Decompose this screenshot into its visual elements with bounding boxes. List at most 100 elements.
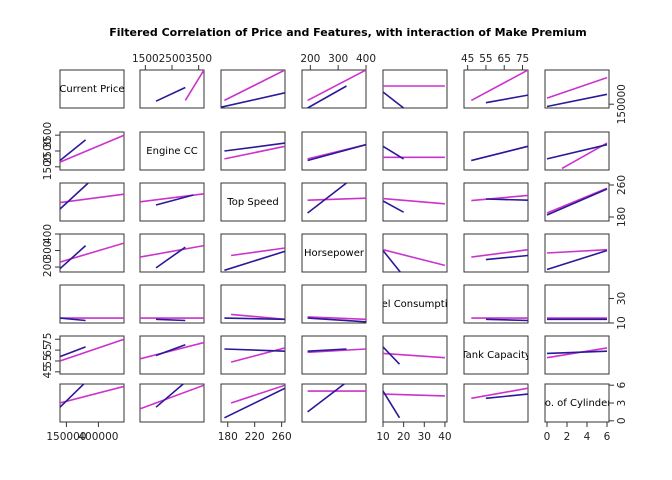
panel-0-4 <box>382 69 448 109</box>
panel-1-0 <box>59 131 125 171</box>
fit-line-series-1 <box>155 194 194 206</box>
y-tick-label: 0 <box>616 417 628 424</box>
panel-2-3 <box>301 182 367 222</box>
fit-line-series-1 <box>155 384 185 408</box>
y-tick-label: 45 <box>42 365 54 378</box>
panel-frame <box>544 182 610 222</box>
fit-line-series-1 <box>60 183 89 210</box>
panel-frame <box>544 335 610 375</box>
fit-line-series-1 <box>224 348 285 352</box>
fit-line-series-1 <box>485 254 528 261</box>
fit-line-series-1 <box>307 384 346 413</box>
y-tick-label: 55 <box>42 354 54 367</box>
fit-line-series-1 <box>60 245 87 270</box>
panel-frame <box>139 182 205 222</box>
fit-line-series-0 <box>546 248 608 254</box>
fit-line-series-1 <box>155 246 186 269</box>
fit-line-series-1 <box>485 318 528 322</box>
panel-6-2 <box>220 383 286 423</box>
x-tick-label: 400 <box>356 53 376 65</box>
panel-5-6 <box>544 335 610 375</box>
panel-frame <box>220 69 286 109</box>
y-tick-label: 150000 <box>616 84 628 124</box>
x-tick-label: 200 <box>300 53 320 65</box>
panel-1-5 <box>463 131 529 171</box>
y-tick-label: 6 <box>616 382 628 389</box>
panel-6-1 <box>139 383 205 423</box>
y-tick-label: 300 <box>42 240 54 260</box>
variable-label: Current Price <box>59 84 124 95</box>
fit-line-series-1 <box>224 142 285 152</box>
panel-2-0 <box>59 182 125 222</box>
panel-0-6 <box>544 69 610 109</box>
fit-line-series-0 <box>307 316 366 321</box>
x-tick-label: 220 <box>245 431 265 443</box>
x-tick-label: 260 <box>272 431 292 443</box>
fit-line-series-0 <box>546 76 608 99</box>
panel-frame <box>382 182 448 222</box>
panel-4-4: Fuel Consumption <box>382 284 448 324</box>
panel-frame <box>463 131 529 171</box>
fit-line-series-1 <box>155 343 186 357</box>
fit-line-series-0 <box>471 387 528 400</box>
fit-line-series-1 <box>60 346 86 358</box>
fit-line-series-0 <box>224 70 285 102</box>
fit-line-series-1 <box>471 145 528 162</box>
panel-frame <box>220 383 286 423</box>
fit-line-series-0 <box>60 385 124 404</box>
variable-label: Top Speed <box>226 197 278 208</box>
x-tick-label: 40 <box>438 431 451 443</box>
panel-2-6 <box>544 182 610 222</box>
fit-line-series-0 <box>60 338 124 362</box>
y-tick-label: 3500 <box>42 122 54 149</box>
panel-1-3 <box>301 131 367 171</box>
fit-line-series-0 <box>230 384 285 404</box>
panel-1-1: Engine CC <box>139 131 205 171</box>
panel-2-4 <box>382 182 448 222</box>
fit-line-series-0 <box>383 248 446 267</box>
fit-line-series-1 <box>383 145 405 160</box>
variable-label: Horsepower <box>304 248 365 259</box>
fit-line-series-0 <box>140 384 204 410</box>
panel-0-5 <box>463 69 529 109</box>
panel-4-2 <box>220 284 286 324</box>
panel-frame <box>220 131 286 171</box>
panel-4-5 <box>463 284 529 324</box>
panel-3-5 <box>463 233 529 273</box>
fit-line-series-0 <box>60 134 124 163</box>
chart-title: Filtered Correlation of Price and Featur… <box>109 26 587 39</box>
x-tick-label: 300 <box>328 53 348 65</box>
y-tick-label: 75 <box>42 333 54 346</box>
panel-3-4 <box>382 233 448 273</box>
panel-frame <box>139 233 205 273</box>
fit-line-series-1 <box>485 94 528 104</box>
panel-4-0 <box>59 284 125 324</box>
fit-line-series-0 <box>383 393 445 397</box>
fit-line-series-1 <box>546 143 608 160</box>
fit-line-series-0 <box>60 193 124 204</box>
panel-3-2 <box>220 233 286 273</box>
x-tick-label: 400000 <box>78 431 118 443</box>
fit-line-series-1 <box>221 92 285 108</box>
x-tick-label: 45 <box>461 53 474 65</box>
fit-line-series-1 <box>224 387 285 419</box>
panel-6-4 <box>382 383 448 423</box>
y-tick-label: 10 <box>616 316 628 329</box>
x-tick-label: 6 <box>604 431 611 443</box>
panel-3-0 <box>59 233 125 273</box>
fit-line-series-1 <box>60 139 87 162</box>
fit-line-series-1 <box>485 198 528 201</box>
fit-line-series-0 <box>307 70 366 102</box>
x-tick-label: 75 <box>516 53 529 65</box>
fit-line-series-0 <box>230 247 285 257</box>
panel-1-2 <box>220 131 286 171</box>
fit-line-series-0 <box>307 197 366 201</box>
y-tick-label: 30 <box>616 292 628 305</box>
panel-grid: Current Price Engine CC Top Speed Horsepowe… <box>59 69 610 423</box>
fit-line-series-1 <box>383 200 404 213</box>
fit-line-series-0 <box>546 187 608 214</box>
panel-5-4 <box>382 335 448 375</box>
panel-frame <box>463 69 529 109</box>
panel-frame <box>301 182 367 222</box>
